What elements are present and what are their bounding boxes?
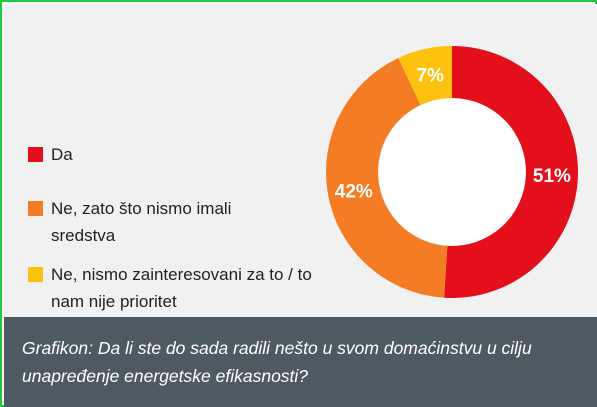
legend-item-ne-zainteresovani: Ne, nismo zainteresovani za to / to nam …	[28, 261, 328, 315]
legend-swatch-da	[28, 147, 43, 162]
chart-caption: Grafikon: Da li ste do sada radili nešto…	[22, 338, 532, 386]
legend-swatch-ne-zainteresovani	[28, 267, 43, 282]
legend-item-ne-sredstva: Ne, zato što nismo imali sredstva	[28, 195, 298, 249]
donut-slice-ne-zainteresovani	[398, 46, 452, 106]
legend-label-da: Da	[51, 145, 73, 164]
legend-swatch-ne-sredstva	[28, 201, 43, 216]
legend-item-da: Da	[28, 141, 148, 168]
donut-slice-ne-sredstva	[326, 57, 448, 298]
donut-slice-da	[444, 46, 578, 298]
legend-label-ne-sredstva: Ne, zato što nismo imali sredstva	[51, 199, 232, 245]
data-label-ne-sredstva: 42%	[335, 182, 373, 203]
data-label-ne-zainteresovani: 7%	[416, 65, 444, 86]
donut-hole	[378, 98, 526, 246]
caption-bar: Grafikon: Da li ste do sada radili nešto…	[4, 317, 597, 407]
donut-chart: 51% 42% 7%	[326, 46, 578, 298]
legend-label-ne-zainteresovani: Ne, nismo zainteresovani za to / to nam …	[51, 265, 312, 311]
data-label-da: 51%	[533, 166, 571, 187]
